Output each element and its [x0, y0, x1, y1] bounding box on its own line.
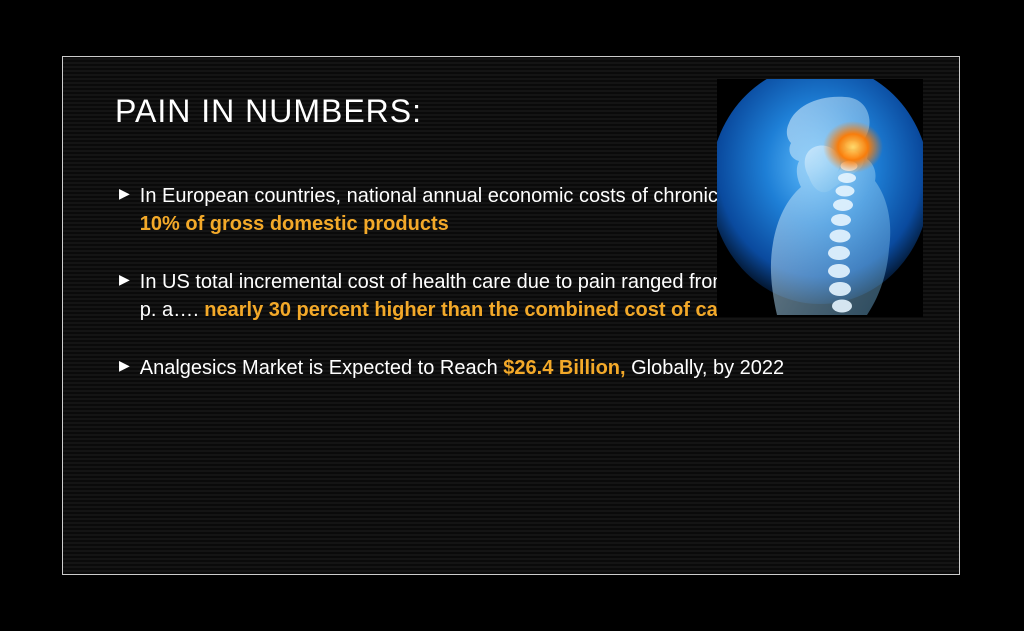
spine-illustration: [717, 79, 923, 317]
bullet-suffix: Globally, by 2022: [626, 357, 785, 379]
bullet-marker-icon: ▶: [119, 184, 130, 204]
bullet-highlight: $26.4 Billion,: [503, 357, 625, 379]
bullet-marker-icon: ▶: [119, 356, 130, 376]
bullet-text: Analgesics Market is Expected to Reach $…: [140, 354, 911, 382]
slide-frame: PAIN IN NUMBERS: ▶ In European countries…: [62, 56, 960, 575]
bullet-item: ▶ Analgesics Market is Expected to Reach…: [119, 354, 911, 382]
bullet-prefix: Analgesics Market is Expected to Reach: [140, 357, 504, 379]
bullet-marker-icon: ▶: [119, 270, 130, 290]
